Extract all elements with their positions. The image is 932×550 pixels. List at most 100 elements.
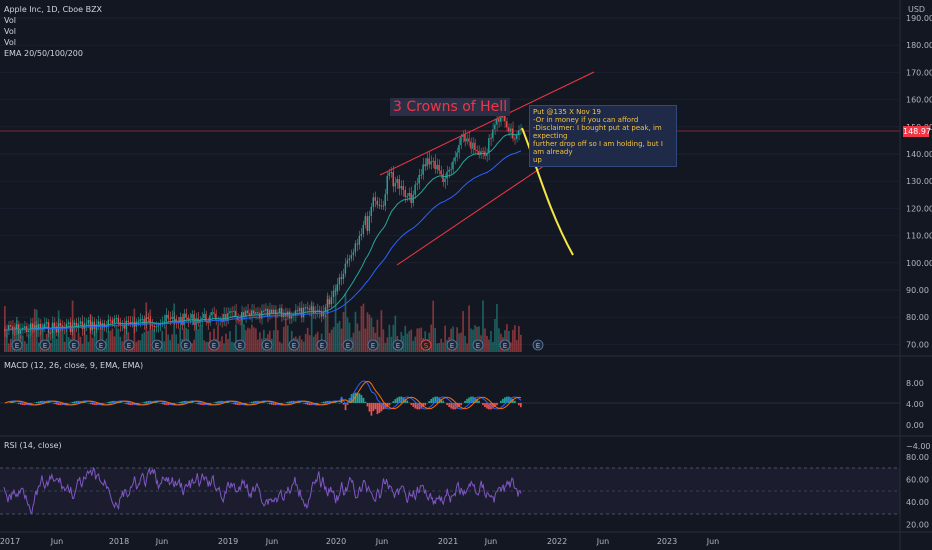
volume-bar: [11, 329, 14, 352]
last-price-label: 148.97: [903, 126, 931, 137]
candle-body: [227, 313, 229, 322]
price-tick-label: 160.00: [906, 96, 932, 105]
symbol-title[interactable]: Apple Inc, 1D, Cboe BZX: [4, 5, 103, 14]
candle-body: [320, 312, 323, 317]
ema-indicator[interactable]: EMA 20/50/100/200: [4, 49, 83, 58]
earnings-marker[interactable]: [39, 339, 51, 351]
macd-histogram-bar: [504, 397, 506, 403]
macd-histogram-bar: [191, 401, 193, 403]
macd-histogram-bar: [344, 403, 347, 411]
volume-bar: [416, 328, 419, 352]
rsi-title[interactable]: RSI (14, close): [4, 441, 62, 450]
macd-histogram-bar: [227, 402, 229, 403]
volume-bar: [231, 341, 233, 352]
volume-bar: [272, 330, 275, 352]
candle-body: [165, 314, 167, 322]
volume-bar: [284, 318, 287, 352]
macd-title[interactable]: MACD (12, 26, close, 9, EMA, EMA): [4, 361, 144, 370]
candle-body: [207, 321, 209, 323]
time-axis-label: Jun: [706, 537, 720, 546]
macd-histogram-bar: [514, 400, 516, 403]
ema-20-line: [4, 133, 522, 331]
earnings-marker[interactable]: [532, 339, 544, 351]
earnings-marker[interactable]: [420, 339, 432, 351]
macd-histogram-bar: [434, 396, 437, 403]
candle-body: [336, 284, 339, 292]
candle-body: [492, 129, 494, 139]
volume-bar: [404, 325, 407, 352]
macd-histogram-bar: [366, 403, 369, 407]
volume-indicator-3[interactable]: Vol: [4, 38, 16, 47]
ema-50-line: [5, 150, 522, 331]
macd-histogram-bar: [432, 397, 435, 403]
earnings-marker[interactable]: [208, 339, 220, 351]
volume-bar: [282, 326, 285, 352]
candle-body: [253, 310, 255, 314]
channel-upper-line[interactable]: [379, 71, 595, 176]
candle-body: [31, 323, 34, 329]
volume-indicator-1[interactable]: Vol: [4, 16, 16, 25]
annotation-title[interactable]: 3 Crowns of Hell: [390, 98, 511, 116]
projection-curve[interactable]: [521, 127, 574, 256]
volume-bar: [314, 334, 317, 352]
macd-histogram-bar: [494, 403, 496, 408]
candle-body: [474, 142, 476, 150]
candle-body: [263, 310, 265, 312]
earnings-marker[interactable]: [68, 339, 80, 351]
earnings-marker[interactable]: [261, 339, 273, 351]
candle-body: [109, 319, 111, 321]
macd-tick-label: 4.00: [906, 400, 924, 409]
candle-body: [163, 321, 165, 323]
macd-histogram-bar: [492, 403, 494, 409]
volume-bar: [352, 332, 355, 352]
earnings-marker-label: E: [503, 342, 507, 350]
macd-histogram-bar: [155, 401, 158, 403]
macd-histogram-bar: [233, 403, 235, 405]
candle-body: [400, 186, 402, 189]
macd-histogram-bar: [129, 403, 132, 406]
earnings-marker[interactable]: [95, 339, 107, 351]
macd-histogram-bar: [21, 403, 24, 405]
volume-bar: [253, 327, 255, 352]
candle-body: [388, 172, 390, 176]
annotation-note[interactable]: Put @135 X Nov 19 -Or in money if you ca…: [529, 105, 677, 167]
candle-body: [454, 157, 456, 162]
volume-bar: [195, 324, 197, 352]
macd-histogram-bar: [360, 395, 363, 403]
candle-body: [374, 197, 376, 201]
volume-bar: [482, 300, 484, 352]
candle-body: [259, 312, 261, 319]
candle-body: [462, 134, 464, 138]
macd-histogram-bar: [197, 403, 199, 405]
earnings-marker[interactable]: [472, 339, 484, 351]
earnings-marker-label: E: [450, 342, 454, 350]
volume-bar: [466, 343, 468, 352]
macd-histogram-bar: [235, 403, 237, 405]
earnings-marker[interactable]: [288, 339, 300, 351]
volume-bar: [476, 326, 478, 352]
volume-bar: [408, 330, 411, 352]
macd-histogram-bar: [320, 402, 323, 403]
earnings-marker[interactable]: [499, 339, 511, 351]
volume-bar: [442, 342, 444, 352]
volume-bar: [203, 340, 205, 352]
candle-body: [466, 138, 468, 142]
earnings-marker[interactable]: [392, 339, 404, 351]
candle-body: [398, 179, 400, 189]
candle-body: [9, 325, 12, 327]
candle-body: [308, 308, 311, 310]
earnings-marker[interactable]: [234, 339, 246, 351]
earnings-marker[interactable]: [11, 339, 23, 351]
earnings-marker[interactable]: [180, 339, 192, 351]
volume-indicator-2[interactable]: Vol: [4, 27, 16, 36]
earnings-marker[interactable]: [316, 339, 328, 351]
candle-body: [169, 318, 171, 320]
rsi-line: [3, 466, 522, 514]
earnings-marker[interactable]: [151, 339, 163, 351]
earnings-marker[interactable]: [123, 339, 135, 351]
earnings-marker[interactable]: [367, 339, 379, 351]
earnings-marker[interactable]: [342, 339, 354, 351]
earnings-marker[interactable]: [446, 339, 458, 351]
candle-body: [430, 161, 432, 165]
